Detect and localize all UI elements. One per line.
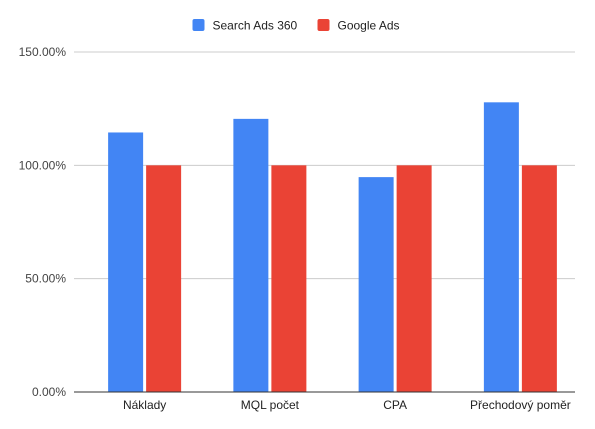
x-tick-label: Náklady — [123, 398, 166, 412]
legend-label: Search Ads 360 — [213, 19, 298, 33]
x-tick-label: MQL počet — [241, 398, 300, 412]
y-tick-label: 0.00% — [32, 385, 66, 399]
legend-swatch — [192, 19, 205, 31]
y-axis-ticks: 0.00% 50.00% 100.00% 150.00% — [19, 45, 67, 399]
x-tick-label: CPA — [383, 398, 407, 412]
bar — [396, 165, 432, 392]
legend-swatch — [317, 19, 330, 31]
bar — [271, 165, 307, 392]
bar — [521, 165, 557, 392]
x-axis-labels: Náklady MQL počet CPA Přechodový poměr — [123, 398, 571, 412]
bar — [358, 177, 394, 392]
bar — [483, 102, 519, 392]
bars — [108, 102, 557, 392]
legend: Search Ads 360 Google Ads — [192, 19, 400, 33]
y-tick-label: 100.00% — [19, 158, 67, 172]
y-tick-label: 50.00% — [25, 272, 66, 286]
bar — [146, 165, 182, 392]
y-tick-label: 150.00% — [19, 45, 67, 59]
x-tick-label: Přechodový poměr — [470, 398, 571, 412]
legend-label: Google Ads — [338, 19, 400, 33]
bar — [108, 132, 144, 392]
bar — [233, 118, 269, 392]
